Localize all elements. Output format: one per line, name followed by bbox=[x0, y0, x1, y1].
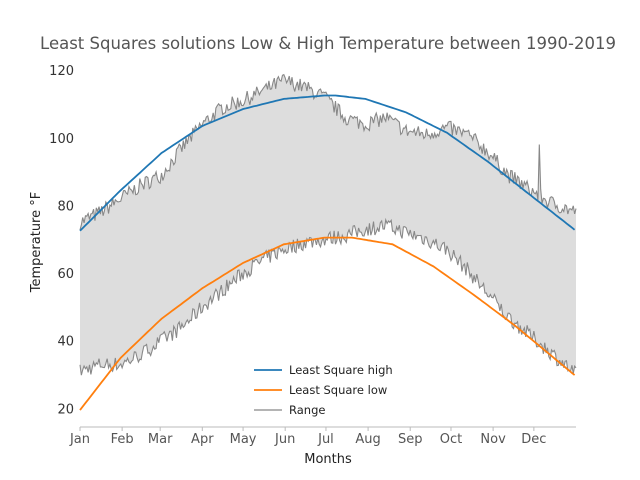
x-tick-label: Mar bbox=[148, 432, 173, 447]
range-band bbox=[79, 73, 577, 376]
y-tick-label: 60 bbox=[57, 267, 74, 282]
x-tick-label: May bbox=[230, 432, 257, 447]
y-axis-ticks: 20 40 60 80 100 120 bbox=[49, 64, 74, 417]
x-tick-label: Jul bbox=[317, 432, 334, 447]
x-tick-label: Feb bbox=[111, 432, 134, 447]
x-tick-label: Nov bbox=[480, 432, 506, 447]
y-tick-label: 120 bbox=[49, 64, 74, 79]
least-square-high-line bbox=[79, 94, 576, 232]
x-tick-label: Sep bbox=[398, 432, 423, 447]
legend-label: Range bbox=[289, 403, 325, 417]
y-tick-label: 80 bbox=[57, 199, 74, 214]
legend-label: Least Square high bbox=[289, 363, 393, 377]
x-tick-label: Oct bbox=[440, 432, 462, 447]
y-axis-label: Temperature °F bbox=[29, 192, 44, 293]
legend-label: Least Square low bbox=[289, 383, 387, 397]
chart-title: Least Squares solutions Low & High Tempe… bbox=[40, 34, 616, 53]
legend: Least Square high Least Square low Range bbox=[254, 363, 393, 417]
x-tick-label: Jun bbox=[274, 432, 295, 447]
fit-lines bbox=[79, 94, 576, 411]
y-tick-label: 40 bbox=[57, 335, 74, 350]
x-tick-label: Apr bbox=[191, 432, 214, 447]
x-tick-label: Jan bbox=[69, 432, 90, 447]
least-square-low-line bbox=[79, 236, 576, 411]
y-tick-label: 100 bbox=[49, 132, 74, 147]
y-tick-label: 20 bbox=[57, 402, 74, 417]
x-tick-label: Aug bbox=[355, 432, 380, 447]
x-tick-label: Dec bbox=[521, 432, 546, 447]
range-fill bbox=[80, 74, 576, 376]
x-axis-ticks: Jan Feb Mar Apr May Jun Jul Aug Sep Oct Nov Dec bbox=[69, 427, 546, 447]
x-axis-label: Months bbox=[304, 452, 352, 467]
